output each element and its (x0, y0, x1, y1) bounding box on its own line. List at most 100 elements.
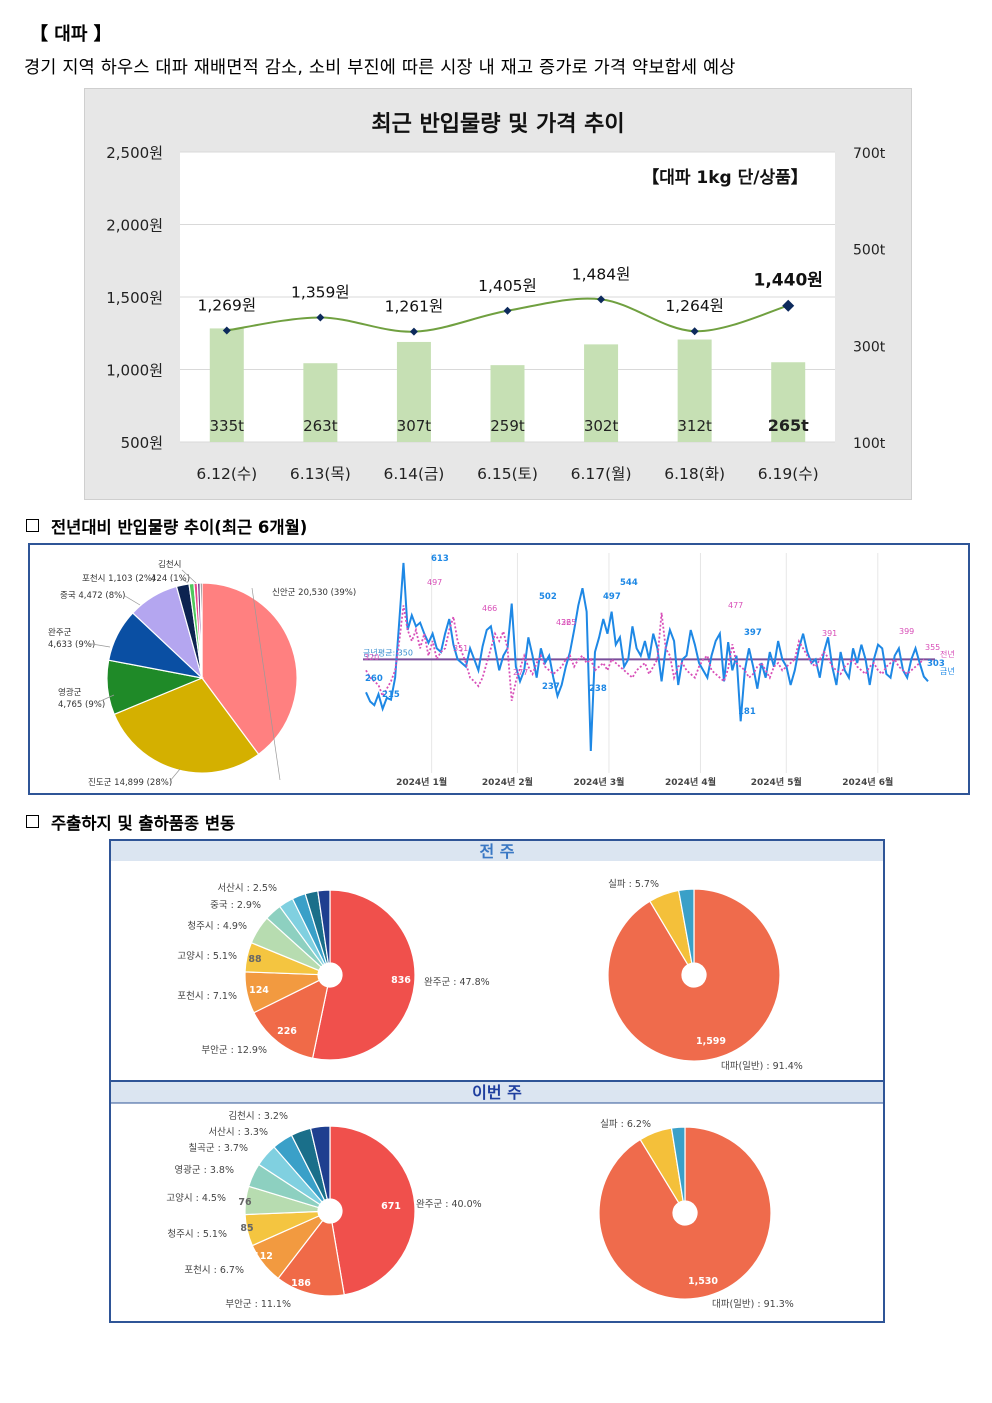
this-week-variety-pie-slice (670, 1126, 686, 1202)
price-label: 1,440원 (754, 271, 823, 291)
last-week-variety-pie-label: 실파 : 5.7% (608, 879, 659, 890)
price-volume-chart-panel: 500원 1,000원 1,500원 2,000원 2,500원 100t 300t 500t… (84, 88, 912, 500)
checkbox-square-icon (26, 519, 39, 532)
origin-pie-label: 진도군 14,899 (28%) (88, 777, 172, 788)
x-tick: 2024년 5월 (751, 776, 802, 788)
last-week-region-pie-label: 서산시 : 2.5% (217, 883, 277, 894)
checkbox-square-icon (26, 815, 39, 828)
origin-pie-label: 완주군 (48, 628, 72, 638)
last-week-region-pie-label: 완주군 : 47.8% (424, 977, 490, 988)
this-week-region-pie-label: 서산시 : 3.3% (208, 1127, 268, 1138)
origin-pie-slice (199, 582, 203, 679)
y-left-tick: 1,000원 (106, 362, 163, 380)
x-tick: 2024년 3월 (573, 776, 624, 788)
this-week-region-pie (244, 1125, 416, 1297)
trend-charts: 신안군 20,530 (39%) 진도군 14,899 (28%) 영광군 4,765… (48, 553, 955, 788)
last-week-variety-pie-value: 1,599 (696, 1036, 726, 1047)
price-label: 1,484원 (572, 265, 631, 283)
this-week-region-pie-label: 완주군 : 40.0% (416, 1199, 482, 1210)
price-label: 1,405원 (478, 277, 537, 295)
this-week-region-pie-slice (309, 1125, 331, 1201)
legend-current: 금년 (940, 666, 955, 676)
this-week-region-pie-value: 85 (240, 1223, 253, 1234)
origin-pie-label: 424 (1%) (151, 574, 190, 584)
y-left-tick: 2,000원 (106, 217, 163, 235)
leader-line (124, 595, 141, 606)
price-label: 1,261원 (385, 298, 444, 316)
previous-point-label: 497 (427, 578, 442, 587)
x-tick: 2024년 1월 (396, 776, 447, 788)
last-week-variety-pie-slice (607, 888, 781, 1062)
previous-point-label: 391 (822, 629, 837, 638)
page-subtitle: 경기 지역 하우스 대파 재배면적 감소, 소비 부진에 따른 시장 내 재고 … (24, 58, 736, 78)
x-tick: 2024년 6월 (842, 776, 893, 788)
this-week-variety-pie-label: 대파(일반) : 91.3% (712, 1299, 794, 1310)
this-week-header (111, 1081, 883, 1103)
last-week-region-pie-value: 226 (277, 1026, 297, 1037)
previous-point-label: 355 (925, 643, 940, 652)
last-week-variety-pie-label: 대파(일반) : 91.4% (721, 1061, 803, 1072)
last-week-region-pie-value: 88 (248, 954, 262, 965)
this-week-variety-pie-value: 1,530 (688, 1276, 718, 1287)
volume-label: 265t (768, 416, 809, 435)
current-point-label: 215 (382, 690, 400, 700)
leader-line (181, 569, 197, 584)
volume-label: 307t (397, 417, 432, 435)
current-point-label: 303 (927, 659, 945, 669)
last-week-region-pie-value: 124 (249, 985, 269, 996)
last-week-region-pie-slice (253, 979, 329, 1059)
this-week-region-pie-label: 청주시 : 5.1% (167, 1229, 227, 1240)
previous-point-label: 426 (556, 618, 571, 627)
x-tick: 2024년 4월 (665, 776, 716, 788)
leader-line (85, 642, 111, 648)
this-week-region-pie-label: 영광군 : 3.8% (174, 1164, 234, 1176)
x-tick: 2024년 2월 (482, 776, 533, 788)
this-week-region-pie-value: 76 (238, 1197, 252, 1208)
origin-pie-label: 4,633 (9%) (48, 640, 95, 650)
last-week-region-pie-label: 청주시 : 4.9% (187, 921, 247, 932)
this-week-region-pie-label: 부안군 : 11.1% (225, 1299, 291, 1310)
origin-pie-label: 영광군 (58, 687, 82, 698)
shipping-charts: 전 주이번 주 완주군 : 47.8% 836 부안군 : 12.9% 226 포천시 :… (111, 841, 883, 1310)
price-marker (222, 326, 231, 335)
volume-label: 263t (303, 417, 338, 435)
x-tick: 6.17(월) (571, 465, 632, 483)
last-week-header (111, 841, 883, 861)
price-marker (503, 306, 512, 315)
current-point-label: 260 (365, 674, 383, 684)
this-week-region-pie-value: 186 (291, 1278, 311, 1289)
current-point-label: 237 (542, 682, 560, 692)
x-tick: 6.14(금) (383, 465, 444, 483)
page-title: 【 대파 】 (30, 24, 112, 45)
this-week-region-pie-value: 671 (381, 1201, 401, 1212)
x-tick: 6.19(수) (758, 465, 819, 483)
x-tick: 6.12(수) (196, 465, 257, 483)
leader-line (251, 587, 281, 781)
last-week-region-pie-label: 부안군 : 12.9% (201, 1045, 267, 1056)
origin-pie-label: 신안군 20,530 (39%) (272, 587, 356, 598)
volume-bar (584, 344, 619, 442)
previous-point-label: 325 (561, 618, 576, 627)
legend-previous: 전년 (940, 649, 955, 659)
origin-pie-slice (201, 582, 298, 756)
x-tick: 6.15(토) (477, 465, 538, 483)
volume-bar (396, 341, 431, 442)
price-marker (690, 327, 699, 336)
this-week-region-pie-label: 포천시 : 6.7% (184, 1265, 244, 1276)
volume-bar (490, 365, 525, 442)
trend-section-title: 전년대비 반입물량 추이(최근 6개월) (51, 518, 308, 537)
current-point-label: 181 (738, 707, 756, 717)
volume-label: 302t (584, 417, 619, 435)
y-left-tick: 2,500원 (106, 144, 163, 162)
origin-pie-label: 중국 4,472 (8%) (60, 591, 126, 601)
y-right-tick: 300t (853, 339, 886, 355)
last-week-region-pie (244, 889, 416, 1061)
price-label: 1,264원 (665, 297, 724, 315)
y-right-tick: 500t (853, 243, 886, 259)
current-point-label: 397 (744, 628, 762, 638)
y-right-tick: 100t (853, 436, 886, 452)
previous-point-label: 351 (453, 644, 468, 653)
this-week-title: 이번 주 (472, 1083, 522, 1102)
y-left-tick: 1,500원 (106, 289, 163, 307)
trend-section-heading: 전년대비 반입물량 추이(최근 6개월) (26, 514, 307, 538)
